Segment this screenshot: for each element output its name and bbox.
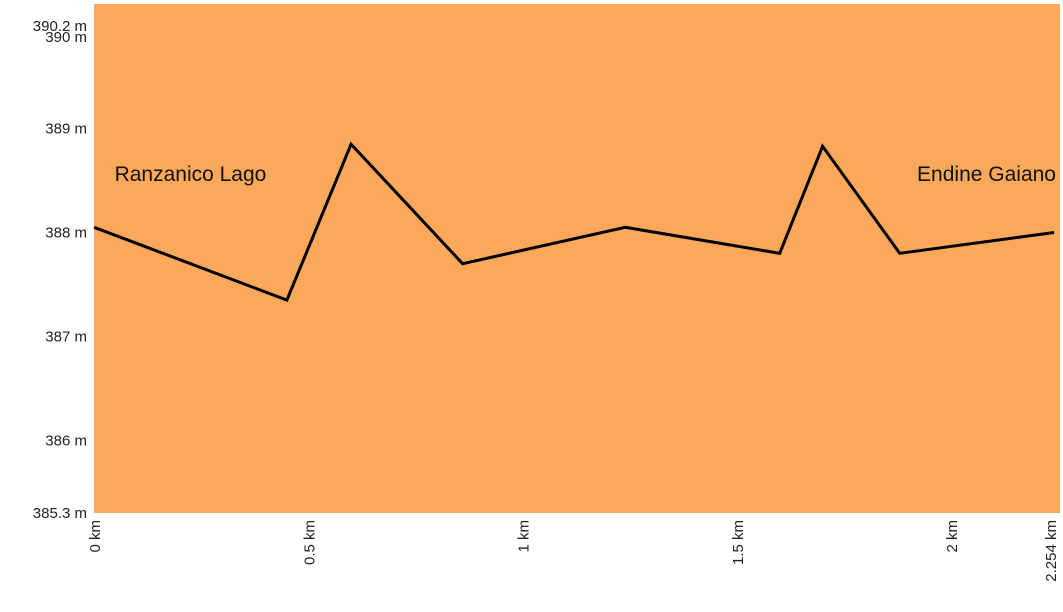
x-axis-ticks: 0 km 0.5 km 1 km 1.5 km 2 km 2.254 km [87,520,1060,582]
x-tick-label: 1.5 km [730,520,747,565]
place-label: Ranzanico Lago [115,163,267,186]
y-tick-label: 387 m [45,328,87,345]
y-tick-label: 385.3 m [33,505,87,522]
place-label: Endine Gaiano [917,163,1056,186]
x-tick-label: 2.254 km [1043,520,1060,582]
y-tick-label: 390 m [45,29,87,46]
place-annotations: Ranzanico Lago Endine Gaiano [115,163,1056,186]
y-tick-label: 386 m [45,432,87,449]
x-tick-label: 0.5 km [301,520,318,565]
y-tick-label: 389 m [45,121,87,138]
elevation-profile-line [93,141,1055,303]
y-tick-label: 388 m [45,225,87,242]
x-tick-label: 0 km [87,520,104,553]
plot-area [94,4,1060,513]
x-tick-label: 2 km [944,520,961,553]
x-tick-label: 1 km [516,520,533,553]
y-tick-label: 390.2 m [33,18,87,35]
